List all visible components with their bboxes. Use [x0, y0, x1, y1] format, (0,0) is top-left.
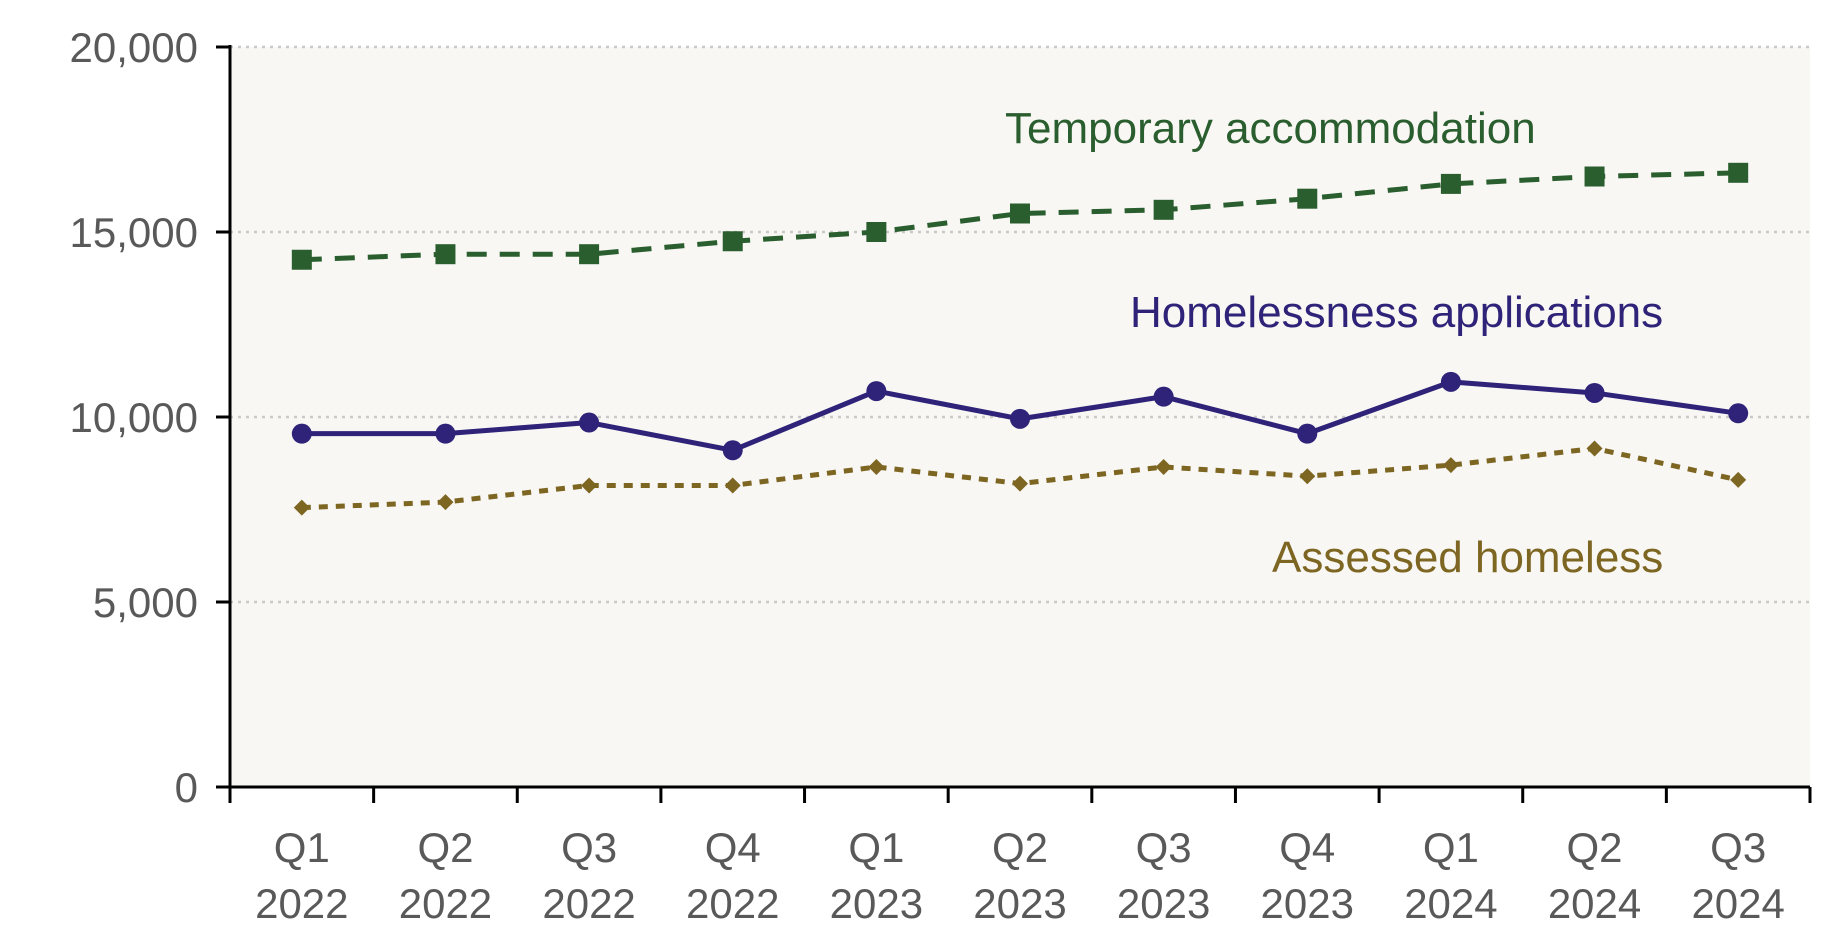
- point-1-1: [435, 423, 456, 444]
- point-0-7: [1297, 188, 1318, 209]
- point-1-6: [1153, 386, 1174, 407]
- y-tick-label-20000: 20,000: [70, 24, 198, 71]
- x-tick-label-year-6: 2023: [1117, 880, 1210, 927]
- point-2-2: [581, 477, 598, 494]
- x-tick-label-quarter-1: Q2: [417, 824, 473, 871]
- x-tick-label-quarter-9: Q2: [1567, 824, 1623, 871]
- x-axis-ticks: Q1 2022 Q2 2022 Q3 2022 Q4 2022 Q1 2023 Q2 2023 Q3 20…: [228, 787, 1812, 927]
- point-2-1: [437, 494, 454, 511]
- point-1-7: [1297, 423, 1318, 444]
- x-tick-label-year-8: 2024: [1404, 880, 1497, 927]
- x-tick-label-year-2: 2022: [542, 880, 635, 927]
- point-1-3: [722, 440, 743, 461]
- point-0-1: [435, 244, 456, 265]
- point-1-10: [1728, 403, 1749, 424]
- series-2: [293, 440, 1747, 516]
- y-tick-label-15000: 15,000: [70, 209, 198, 256]
- point-0-0: [291, 249, 312, 270]
- x-tick-label-quarter-4: Q1: [848, 824, 904, 871]
- point-2-9: [1586, 440, 1603, 457]
- x-tick-label-quarter-10: Q3: [1710, 824, 1766, 871]
- x-tick-label-year-3: 2022: [686, 880, 779, 927]
- point-0-8: [1440, 173, 1461, 194]
- point-1-8: [1440, 371, 1461, 392]
- x-tick-label-quarter-8: Q1: [1423, 824, 1479, 871]
- series-label-assessed-homeless: Assessed homeless: [1272, 533, 1663, 582]
- y-tick-label-0: 0: [175, 764, 198, 811]
- point-0-9: [1584, 166, 1605, 187]
- y-axis-ticks: 0 5,000 10,000 15,000 20,000: [70, 24, 230, 811]
- y-tick-label-10000: 10,000: [70, 394, 198, 441]
- point-0-10: [1728, 162, 1749, 183]
- point-1-9: [1584, 382, 1605, 403]
- point-2-0: [293, 499, 310, 516]
- point-1-5: [1010, 408, 1030, 429]
- y-tick-label-5000: 5,000: [93, 579, 198, 626]
- point-2-6: [1155, 458, 1172, 475]
- point-2-5: [1012, 475, 1028, 492]
- point-0-6: [1153, 199, 1174, 220]
- series-label-temporary-accommodation: Temporary accommodation: [1005, 104, 1536, 153]
- x-tick-label-year-4: 2023: [830, 880, 923, 927]
- point-0-5: [1010, 203, 1030, 224]
- point-1-2: [579, 412, 600, 433]
- point-2-10: [1730, 471, 1747, 488]
- series-1: [291, 371, 1749, 461]
- x-tick-label-quarter-6: Q3: [1136, 824, 1192, 871]
- point-2-8: [1442, 457, 1459, 474]
- point-0-3: [722, 231, 743, 252]
- x-tick-label-quarter-7: Q4: [1279, 824, 1335, 871]
- x-tick-label-year-10: 2024: [1691, 880, 1784, 927]
- x-tick-label-year-9: 2024: [1548, 880, 1641, 927]
- point-2-4: [868, 458, 885, 475]
- point-1-4: [866, 381, 887, 402]
- series-group: [291, 162, 1749, 516]
- x-tick-label-year-7: 2023: [1261, 880, 1354, 927]
- point-0-2: [579, 244, 600, 265]
- point-0-4: [866, 222, 887, 242]
- series-label-homelessness-applications: Homelessness applications: [1130, 288, 1663, 337]
- x-tick-label-year-1: 2022: [399, 880, 492, 927]
- point-2-3: [724, 477, 741, 494]
- x-tick-label-year-5: 2023: [973, 880, 1066, 927]
- x-tick-label-quarter-3: Q4: [705, 824, 761, 871]
- series-line-0: [301, 170, 1739, 263]
- series-0: [291, 162, 1749, 270]
- x-tick-label-quarter-2: Q3: [561, 824, 617, 871]
- x-tick-label-quarter-0: Q1: [274, 824, 330, 871]
- point-2-7: [1299, 468, 1316, 485]
- point-1-0: [291, 423, 312, 444]
- x-tick-label-year-0: 2022: [255, 880, 348, 927]
- x-tick-label-quarter-5: Q2: [992, 824, 1048, 871]
